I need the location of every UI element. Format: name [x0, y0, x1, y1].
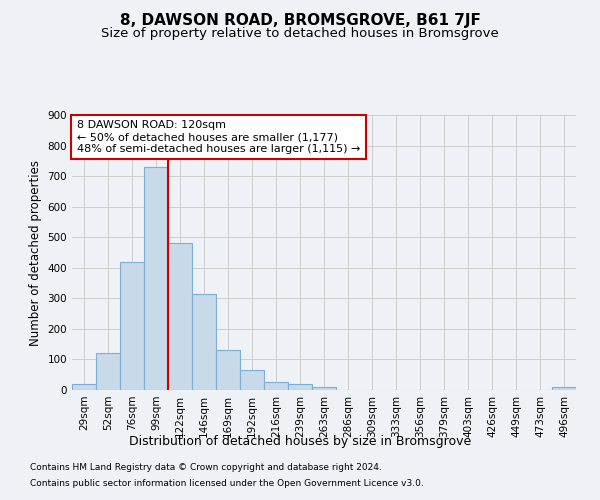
Text: 8, DAWSON ROAD, BROMSGROVE, B61 7JF: 8, DAWSON ROAD, BROMSGROVE, B61 7JF [119, 12, 481, 28]
Bar [312, 387, 336, 390]
Bar [72, 384, 96, 390]
Bar [168, 244, 192, 390]
Bar [552, 387, 576, 390]
Text: 8 DAWSON ROAD: 120sqm
← 50% of detached houses are smaller (1,177)
48% of semi-d: 8 DAWSON ROAD: 120sqm ← 50% of detached … [77, 120, 361, 154]
Text: Contains HM Land Registry data © Crown copyright and database right 2024.: Contains HM Land Registry data © Crown c… [30, 464, 382, 472]
Bar [240, 370, 264, 390]
Bar [120, 262, 144, 390]
Bar [96, 354, 120, 390]
Y-axis label: Number of detached properties: Number of detached properties [29, 160, 42, 346]
Bar [192, 294, 216, 390]
Text: Size of property relative to detached houses in Bromsgrove: Size of property relative to detached ho… [101, 28, 499, 40]
Text: Contains public sector information licensed under the Open Government Licence v3: Contains public sector information licen… [30, 478, 424, 488]
Bar [216, 350, 240, 390]
Bar [144, 167, 168, 390]
Text: Distribution of detached houses by size in Bromsgrove: Distribution of detached houses by size … [129, 435, 471, 448]
Bar [288, 384, 312, 390]
Bar [264, 382, 288, 390]
